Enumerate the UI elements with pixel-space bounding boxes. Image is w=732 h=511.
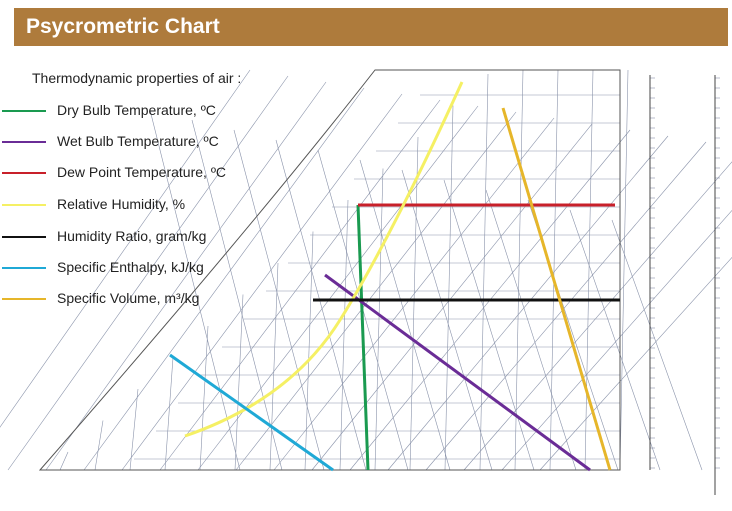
grid-line [387,135,669,471]
grid-line [304,231,314,471]
chart-outline [38,69,621,471]
grid-line [539,256,732,471]
grid-line [619,69,629,471]
grid-line [191,119,283,471]
grid-line [234,294,244,471]
grid-line [235,111,517,471]
grid-line [401,169,493,471]
grid-line [7,75,289,471]
grid-line [443,179,535,471]
legend-label: Dry Bulb Temperature, ºC [57,102,216,118]
grid-line [549,69,559,471]
legend-label: Dew Point Temperature, ºC [57,164,227,180]
specific-volume-line [501,107,612,471]
grid-line [444,105,454,471]
grid-line [479,73,489,471]
grid-line [409,136,419,471]
grid-line [121,93,403,471]
enthalpy-line [169,353,334,472]
legend-label: Specific Enthalpy, kJ/kg [57,259,204,275]
title-bar: Psycrometric Chart [14,8,728,46]
grid-line [164,357,174,471]
legend-heading: Thermodynamic properties of air : [32,70,242,86]
grid-line [425,141,707,471]
legend-swatches [2,110,46,300]
grid-line [463,161,732,471]
grid-line [269,262,279,471]
grid-line [45,81,327,471]
grid-line [159,99,441,471]
grid-line [359,159,451,471]
grid-line [197,105,479,471]
grid-line [94,420,104,471]
property-lines [169,81,620,472]
wet-bulb-line [324,273,591,472]
grid-line [83,87,365,471]
legend-label: Specific Volume, m³/kg [57,290,200,306]
grid-line [569,209,661,471]
legend-label: Wet Bulb Temperature, ºC [57,133,219,149]
dry-bulb-line [356,204,370,471]
legend-label: Relative Humidity, % [57,196,186,212]
grid-line [339,199,349,471]
legend-label: Humidity Ratio, gram/kg [57,228,207,244]
grid-line [514,69,524,471]
grid-line [275,139,367,471]
grid-line [59,451,69,471]
grid-line [0,69,251,428]
grid-line [501,209,732,471]
grid-line [233,129,325,471]
grid-line [611,219,703,471]
grid-line [273,117,555,471]
grid-line [584,69,594,471]
relative-humidity-line [184,81,464,438]
grid-line [311,123,593,471]
grid-line [199,325,209,471]
title: Psycrometric Chart [26,15,220,38]
grid-line [129,388,139,471]
grid-line [485,189,577,471]
